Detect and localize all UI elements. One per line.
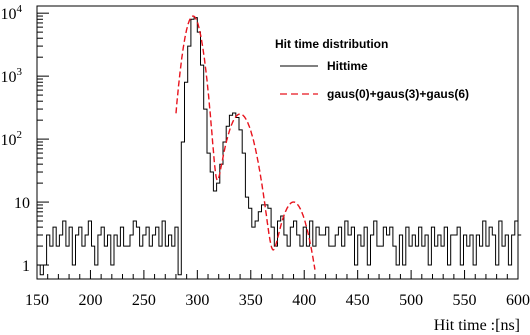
legend-title: Hit time distribution [275,37,388,51]
legend: Hit time distribution Hittime gaus(0)+ga… [275,37,469,101]
legend-hittime-label: Hittime [327,59,368,73]
x-tick-label: 200 [78,292,102,309]
x-tick-label: 150 [25,292,49,309]
y-tick-label: 102 [1,129,23,149]
histogram-series [37,17,522,276]
x-tick-label: 300 [185,292,209,309]
x-tick-label: 600 [506,292,530,309]
x-tick-label: 350 [239,292,263,309]
y-tick-label: 104 [1,3,23,23]
x-tick-label: 500 [399,292,423,309]
y-tick-label: 10 [14,195,30,212]
x-axis: 150 200 250 300 350 400 450 500 550 600 [25,270,530,309]
fit-series [175,15,316,270]
y-axis: 1 10 102 103 104 [1,3,49,275]
fit-curve [175,15,316,270]
y-tick-label: 103 [1,66,23,86]
histogram-line [37,17,522,276]
plot-frame [36,5,519,280]
x-axis-title: Hit time :[ns] [434,317,520,334]
x-tick-label: 400 [292,292,316,309]
legend-fit-label: gaus(0)+gaus(3)+gaus(6) [327,87,469,101]
x-tick-label: 250 [132,292,156,309]
x-tick-label: 550 [453,292,477,309]
x-tick-label: 450 [346,292,370,309]
y-tick-label: 1 [22,258,30,275]
